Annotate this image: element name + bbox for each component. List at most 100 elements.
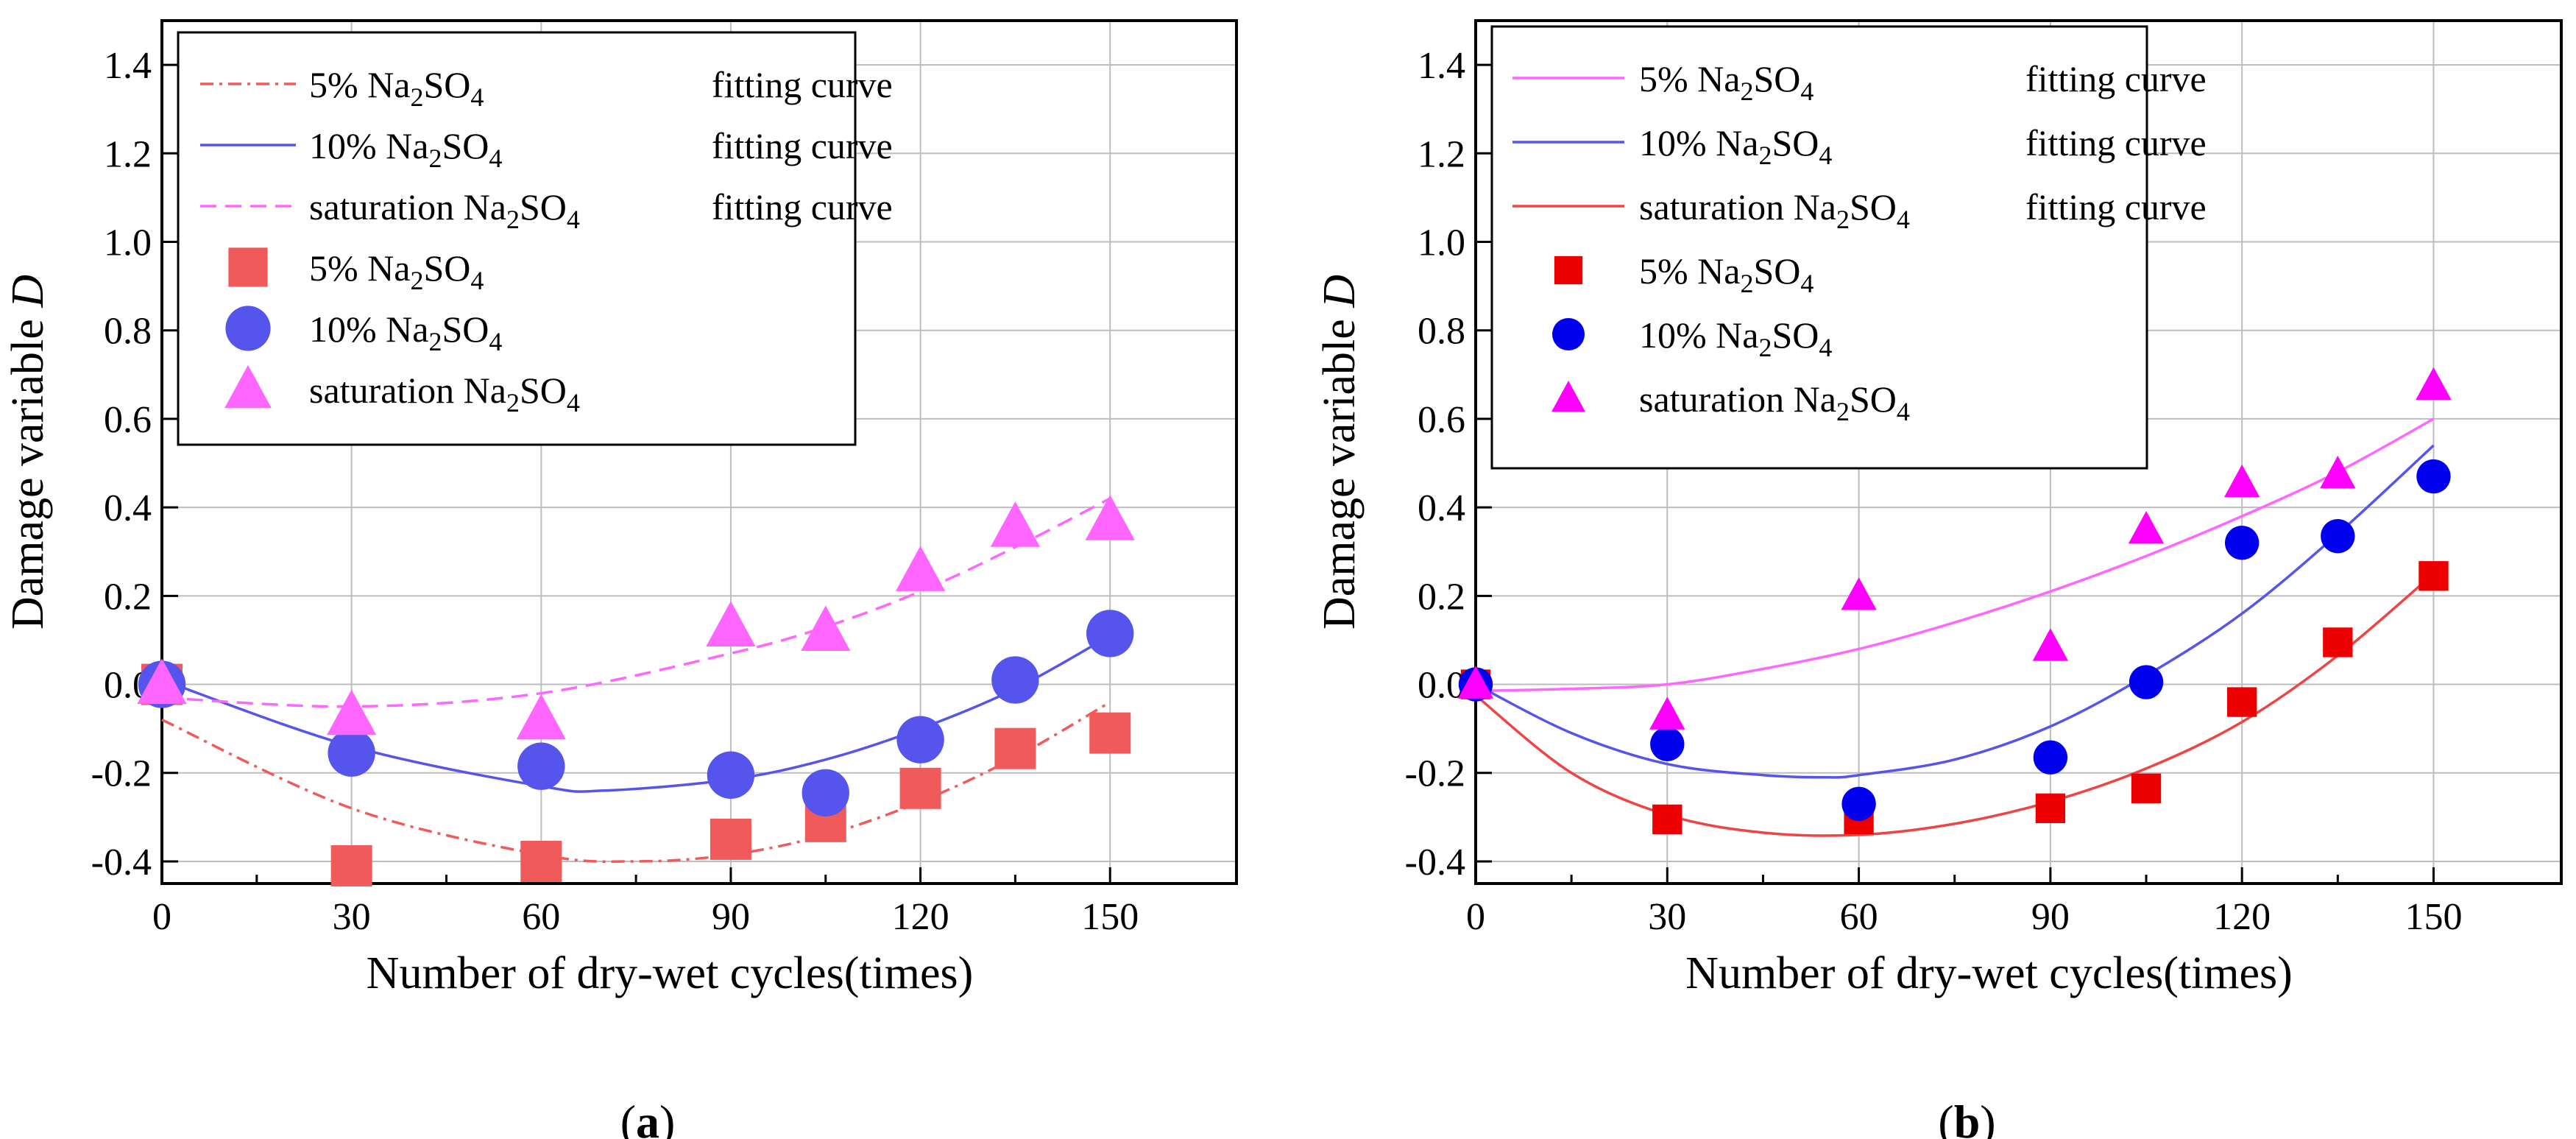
triangle-point (1457, 666, 1494, 699)
triangle-point (1085, 495, 1135, 540)
legend-label: 5% Na2SO4 (309, 64, 484, 112)
legend-label: 10% Na2SO4 (309, 308, 502, 356)
series-triangle (137, 495, 1135, 740)
triangle-point (2416, 367, 2452, 400)
y-tick-label: 1.0 (104, 222, 152, 264)
square-point (2418, 561, 2449, 591)
y-tick-label: 1.2 (1418, 133, 1465, 175)
legend-label: 10% Na2SO4 (309, 125, 502, 173)
x-tick-label: 150 (2405, 896, 2462, 938)
legend-box (1490, 25, 2148, 470)
x-tick-label: 90 (712, 896, 750, 938)
x-tick-label: 30 (1648, 896, 1686, 938)
y-tick-label: 1.4 (104, 45, 152, 87)
square-point (2131, 773, 2162, 803)
y-tick-label: 0.2 (104, 576, 152, 618)
triangle-point (327, 689, 377, 736)
legend-label: saturation Na2SO4 (309, 370, 580, 417)
legend-label: 10% Na2SO4 (1639, 314, 1832, 362)
square-point (1089, 712, 1131, 754)
y-tick-label: 0.4 (104, 487, 152, 529)
circle-point (328, 729, 375, 777)
triangle-point (990, 501, 1041, 547)
y-tick-label: 0.8 (1418, 311, 1465, 353)
legend-label: 5% Na2SO4 (1639, 250, 1814, 298)
square-point (994, 727, 1036, 769)
fit-curve-10pct (1475, 444, 2435, 779)
y-tick-label: -0.2 (1405, 753, 1465, 795)
triangle-point (1841, 577, 1877, 610)
circle-point (2321, 519, 2355, 554)
panel-b-chart: 0 30 60 90 120 150 -0.4 -0.2 0.0 0.2 0.4 0.6 0.8 1.0 1… (1314, 19, 2563, 1139)
circle-point (2033, 740, 2068, 775)
legend-tail: fitting curve (2025, 58, 2207, 99)
y-tick-label: -0.4 (1405, 842, 1465, 884)
y-tick-label: 1.4 (1418, 45, 1465, 87)
y-axis-title: Damage variable D (3, 275, 53, 630)
circle-point (2129, 665, 2164, 699)
x-tick-label: 60 (1840, 896, 1878, 938)
square-point (330, 844, 372, 886)
x-tick-label: 0 (1466, 896, 1485, 938)
triangle-point (801, 605, 851, 652)
fitting-curves (1474, 417, 2435, 837)
y-tick-label: 1.2 (104, 133, 152, 175)
y-tick-label: 1.0 (1418, 222, 1465, 264)
circle-point (2416, 459, 2451, 494)
panel-label: (b) (1938, 1096, 1995, 1139)
plot-frame (1474, 19, 2563, 885)
legend-tail: fitting curve (2025, 186, 2207, 228)
triangle-point (137, 658, 187, 705)
square-point (710, 818, 751, 860)
triangle-point (2320, 455, 2356, 489)
square-point (2035, 793, 2066, 823)
fit-curve-saturation (161, 497, 1111, 708)
x-tick-label: 30 (333, 896, 371, 938)
triangle-point (2223, 464, 2260, 498)
square-point (1652, 804, 1682, 835)
legend: 5% Na2SO4 fitting curve 10% Na2SO4 fitting … (1490, 25, 2207, 470)
triangle-point (1649, 697, 1685, 730)
legend-tail: fitting curve (2025, 122, 2207, 163)
legend-marker (1551, 317, 1585, 351)
x-tick-label: 60 (522, 896, 560, 938)
triangle-point (2032, 628, 2069, 661)
square-point (2227, 687, 2257, 717)
circle-point (1841, 786, 1876, 821)
legend: 5% Na2SO4 fitting curve 10% Na2SO4 fitting … (177, 31, 893, 446)
legend-marker (224, 364, 272, 409)
x-axis-title: Number of dry-wet cycles(times) (1685, 948, 2293, 998)
triangle-point (706, 601, 756, 647)
tick-labels: 0 30 60 90 120 150 -0.4 -0.2 0.0 0.2 0.4 0.6 0.8 1.0 1… (1405, 45, 2463, 938)
square-point (2323, 627, 2353, 657)
legend-marker (225, 306, 271, 351)
triangle-point (516, 694, 566, 740)
x-tick-label: 120 (2213, 896, 2271, 938)
x-tick-label: 120 (892, 896, 949, 938)
y-tick-label: -0.4 (91, 842, 152, 884)
legend-tail: fitting curve (712, 64, 893, 105)
circle-point (1650, 727, 1685, 761)
legend-box (177, 31, 857, 446)
legend-label: 5% Na2SO4 (1639, 58, 1814, 106)
circle-point (2224, 526, 2260, 560)
legend-label: saturation Na2SO4 (1639, 378, 1910, 426)
triangle-point (895, 546, 946, 591)
x-tick-label: 150 (1081, 896, 1139, 938)
circle-point (707, 751, 755, 799)
plot-frame (160, 19, 1238, 885)
circle-point (991, 656, 1039, 704)
series-circle (1458, 459, 2451, 821)
legend-label: saturation Na2SO4 (1639, 186, 1910, 234)
series-triangle (1457, 367, 2452, 730)
y-axis-title: Damage variable D (1314, 275, 1365, 630)
circle-point (1086, 610, 1134, 657)
y-tick-label: 0.6 (104, 399, 152, 441)
fitting-curves (161, 497, 1111, 864)
legend-marker (228, 247, 268, 287)
panel-a-chart: 0 30 60 90 120 150-0.4-0.20.00.20.40.60.81.01… (3, 19, 1238, 1139)
series-circle (138, 610, 1134, 817)
circle-point (517, 742, 565, 790)
square-point (899, 767, 941, 809)
fit-curve-10pct (161, 634, 1111, 793)
